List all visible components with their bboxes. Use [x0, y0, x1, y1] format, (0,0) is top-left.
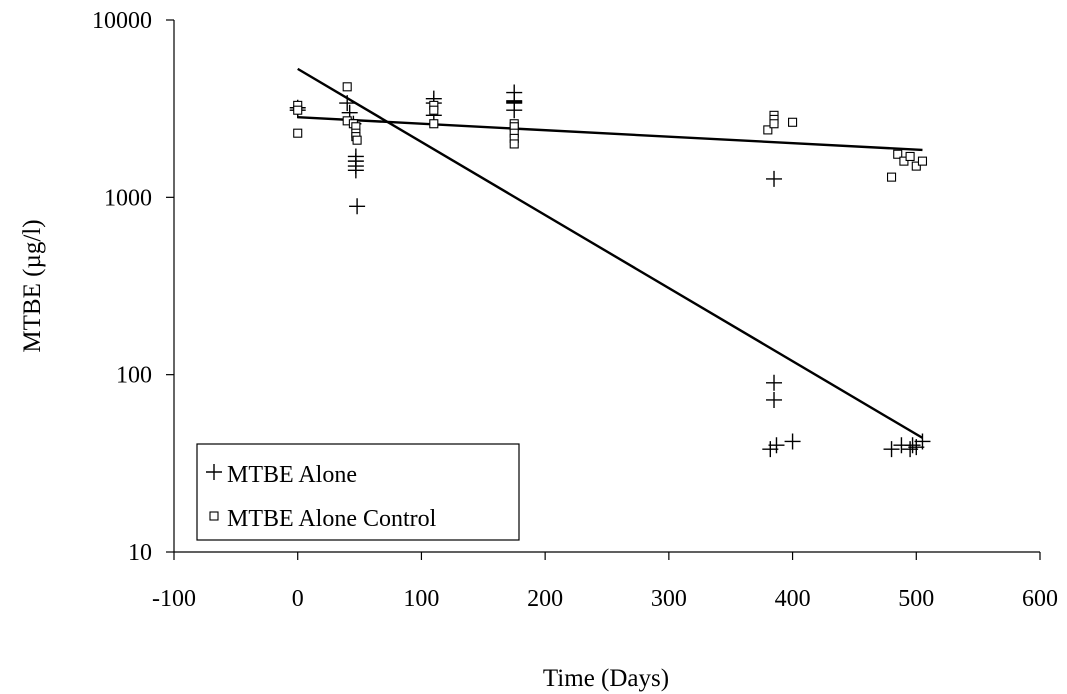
x-tick-label: 100: [403, 586, 439, 612]
square-marker: [769, 119, 779, 129]
square-marker: [886, 172, 897, 182]
square-marker: [893, 149, 903, 159]
plus-marker: [766, 391, 783, 408]
y-axis-title: MTBE (µg/l): [19, 219, 46, 352]
y-tick-label: 1000: [104, 185, 152, 211]
square-marker: [509, 139, 519, 149]
data-markers: [289, 82, 931, 458]
square-marker: [788, 117, 798, 127]
plus-marker: [506, 102, 523, 119]
plus-marker: [766, 170, 783, 187]
square-marker: [905, 151, 915, 162]
square-marker: [429, 105, 439, 115]
plus-marker: [339, 95, 356, 112]
y-tick-label: 10: [128, 540, 152, 566]
legend-square-marker: [209, 511, 219, 521]
plus-marker: [762, 441, 779, 458]
x-tick-label: 400: [775, 586, 811, 612]
plus-marker: [766, 374, 783, 391]
legend-box: [196, 443, 520, 541]
square-marker: [899, 156, 909, 166]
plus-marker: [768, 437, 785, 454]
trendline: [297, 67, 924, 439]
plus-marker: [902, 441, 919, 458]
square-marker: [342, 82, 352, 92]
square-marker: [911, 161, 921, 171]
x-tick-label: 200: [527, 586, 563, 612]
square-marker: [429, 119, 439, 129]
legend-plus-marker: [206, 464, 222, 480]
square-marker: [763, 125, 773, 135]
plus-marker: [347, 162, 364, 179]
trendline: [297, 116, 923, 152]
trendlines: [297, 67, 924, 439]
x-tick-label: 300: [651, 586, 687, 612]
y-tick-label: 100: [116, 363, 152, 389]
square-marker: [352, 135, 362, 145]
legend-label: MTBE Alone: [227, 462, 357, 488]
x-tick-label: -100: [152, 586, 196, 612]
plus-marker: [349, 198, 366, 215]
axes: -100 0 100 200 300 400 500 600 10 100 1000 10000: [92, 8, 1058, 612]
x-tick-label: 500: [898, 586, 934, 612]
plus-marker: [784, 433, 801, 450]
plus-marker: [883, 441, 900, 458]
square-marker: [293, 105, 303, 115]
x-tick-label: 600: [1022, 586, 1058, 612]
square-marker: [917, 156, 928, 166]
plus-marker: [904, 437, 921, 454]
x-axis-title: Time (Days): [543, 665, 669, 692]
legend: MTBE Alone MTBE Alone Control: [196, 443, 520, 541]
legend-label: MTBE Alone Control: [227, 506, 437, 532]
square-marker: [293, 128, 303, 138]
plus-marker: [914, 433, 931, 450]
y-tick-label: 10000: [92, 8, 152, 34]
x-tick-label: 0: [292, 586, 304, 612]
